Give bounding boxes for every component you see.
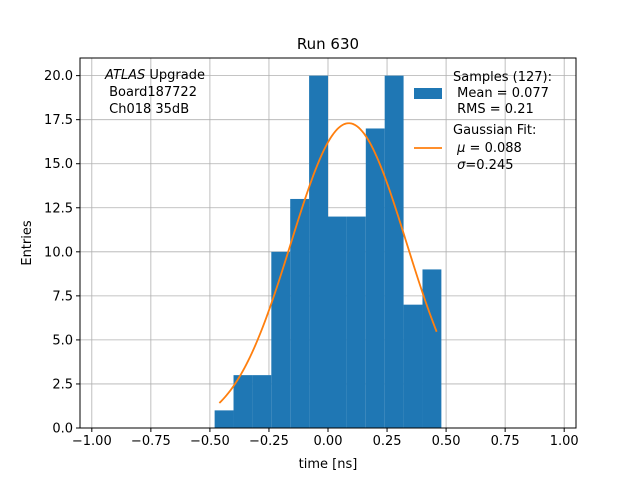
histogram-bar: [403, 304, 423, 428]
legend-sigma-symbol: σ: [457, 158, 466, 173]
histogram-bar: [290, 198, 310, 428]
y-tick-label: 12.5: [44, 201, 73, 216]
legend-mu-symbol: μ: [456, 141, 465, 156]
x-tick-label: 0.75: [491, 434, 520, 449]
histogram-bar: [365, 128, 385, 428]
atlas-annotation: ATLAS Upgrade Board187722 Ch018 35dB: [104, 68, 205, 117]
legend-fit-line-2: μ = 0.088: [453, 141, 522, 156]
histogram-bar: [384, 75, 404, 428]
legend-samples-line-2: Mean = 0.077: [453, 86, 549, 101]
x-tick-label: −0.50: [190, 434, 230, 449]
x-tick-label: −0.75: [131, 434, 171, 449]
y-tick-label: 2.5: [52, 377, 73, 392]
annotation-upgrade: Upgrade: [145, 68, 205, 83]
y-tick-label: 20.0: [44, 69, 73, 84]
y-tick-label: 0.0: [52, 422, 73, 437]
legend-samples-line-3: RMS = 0.21: [453, 102, 534, 117]
chart-title: Run 630: [297, 35, 359, 53]
gaussian-fit: [218, 122, 438, 404]
y-tick-label: 10.0: [44, 245, 73, 260]
x-tick-label: −1.00: [72, 434, 112, 449]
x-tick-label: −0.25: [249, 434, 289, 449]
histogram-bar: [328, 216, 347, 428]
histogram-bar: [271, 251, 291, 428]
fit-curve: [218, 122, 438, 404]
histogram-bar: [422, 269, 442, 428]
legend-sigma-value: =0.245: [465, 158, 513, 173]
y-tick-label: 17.5: [44, 113, 73, 128]
histogram-bar: [214, 410, 234, 428]
histogram-bar: [346, 216, 366, 428]
x-tick-label: 0.50: [432, 434, 461, 449]
legend-samples-swatch: [414, 88, 442, 99]
histogram-bar: [309, 75, 328, 428]
y-tick-label: 7.5: [52, 289, 73, 304]
histogram-bars: [214, 75, 442, 428]
annotation-atlas: ATLAS: [104, 68, 145, 83]
legend-mu-value: = 0.088: [465, 141, 521, 156]
legend: Samples (127): Mean = 0.077 RMS = 0.21 G…: [414, 70, 552, 173]
annotation-line-1: ATLAS Upgrade: [104, 68, 205, 83]
x-axis-ticks: −1.00 −0.75 −0.50 −0.25 0.00 0.25 0.50 0.75 1.00: [72, 428, 579, 449]
histogram-bar: [252, 375, 272, 428]
x-tick-label: 0.25: [373, 434, 402, 449]
y-tick-label: 15.0: [44, 157, 73, 172]
x-tick-label: 0.00: [314, 434, 343, 449]
x-axis-label: time [ns]: [299, 457, 358, 472]
legend-fit-line-3: σ=0.245: [453, 158, 514, 173]
annotation-line-2: Board187722: [105, 85, 197, 100]
y-axis-ticks: 0.0 2.5 5.0 7.5 10.0 12.5 15.0 17.5 20.0: [44, 69, 80, 437]
y-tick-label: 5.0: [52, 333, 73, 348]
histogram-bar: [233, 375, 253, 428]
legend-samples-line-1: Samples (127):: [453, 70, 552, 85]
legend-fit-line-1: Gaussian Fit:: [453, 123, 536, 138]
annotation-line-3: Ch018 35dB: [105, 102, 189, 117]
x-tick-label: 1.00: [550, 434, 579, 449]
y-axis-label: Entries: [20, 220, 35, 266]
